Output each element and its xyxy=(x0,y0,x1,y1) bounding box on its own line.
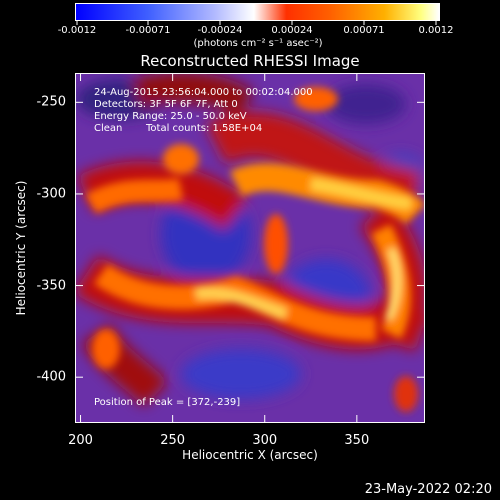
total-counts-text: Total counts: 1.58E+04 xyxy=(146,123,263,134)
time-range-text: 24-Aug-2015 23:56:04.000 to 00:02:04.000 xyxy=(94,87,313,98)
y-tick-label: -250 xyxy=(36,94,66,110)
y-tick-label: -300 xyxy=(36,186,66,202)
timestamp: 23-May-2022 02:20 xyxy=(364,482,492,497)
colorbar-tick-label: -0.00024 xyxy=(197,25,243,36)
image-panel: 24-Aug-2015 23:56:04.000 to 00:02:04.000… xyxy=(75,73,425,423)
y-tick-label: -350 xyxy=(36,278,66,294)
y-axis-label: Heliocentric Y (arcsec) xyxy=(14,180,28,316)
energy-range-text: Energy Range: 25.0 - 50.0 keV xyxy=(94,111,247,122)
rhessi-map xyxy=(76,74,424,422)
colorbar xyxy=(75,3,440,21)
colorbar-unit: (photons cm⁻² s⁻¹ asec⁻²) xyxy=(193,38,323,49)
x-tick-label: 200 xyxy=(68,433,93,448)
colorbar-tick-label: 0.00024 xyxy=(271,25,313,36)
x-axis-label: Heliocentric X (arcsec) xyxy=(182,448,318,462)
colorbar-tick-label: 0.0012 xyxy=(418,25,454,36)
colorbar-tick-label: -0.0012 xyxy=(57,25,97,36)
x-tick-label: 300 xyxy=(252,433,278,448)
colorbar-tick-label: -0.00071 xyxy=(125,25,171,36)
colorbar-tick-label: 0.00071 xyxy=(343,25,385,36)
detectors-text: Detectors: 3F 5F 6F 7F, Att 0 xyxy=(94,99,238,110)
figure-title: Reconstructed RHESSI Image xyxy=(140,52,360,70)
y-tick-label: -400 xyxy=(36,369,66,385)
x-tick-label: 350 xyxy=(344,433,370,448)
peak-position-text: Position of Peak = [372,-239] xyxy=(94,397,241,408)
algorithm-text: Clean xyxy=(94,123,123,134)
x-tick-label: 250 xyxy=(160,433,186,448)
